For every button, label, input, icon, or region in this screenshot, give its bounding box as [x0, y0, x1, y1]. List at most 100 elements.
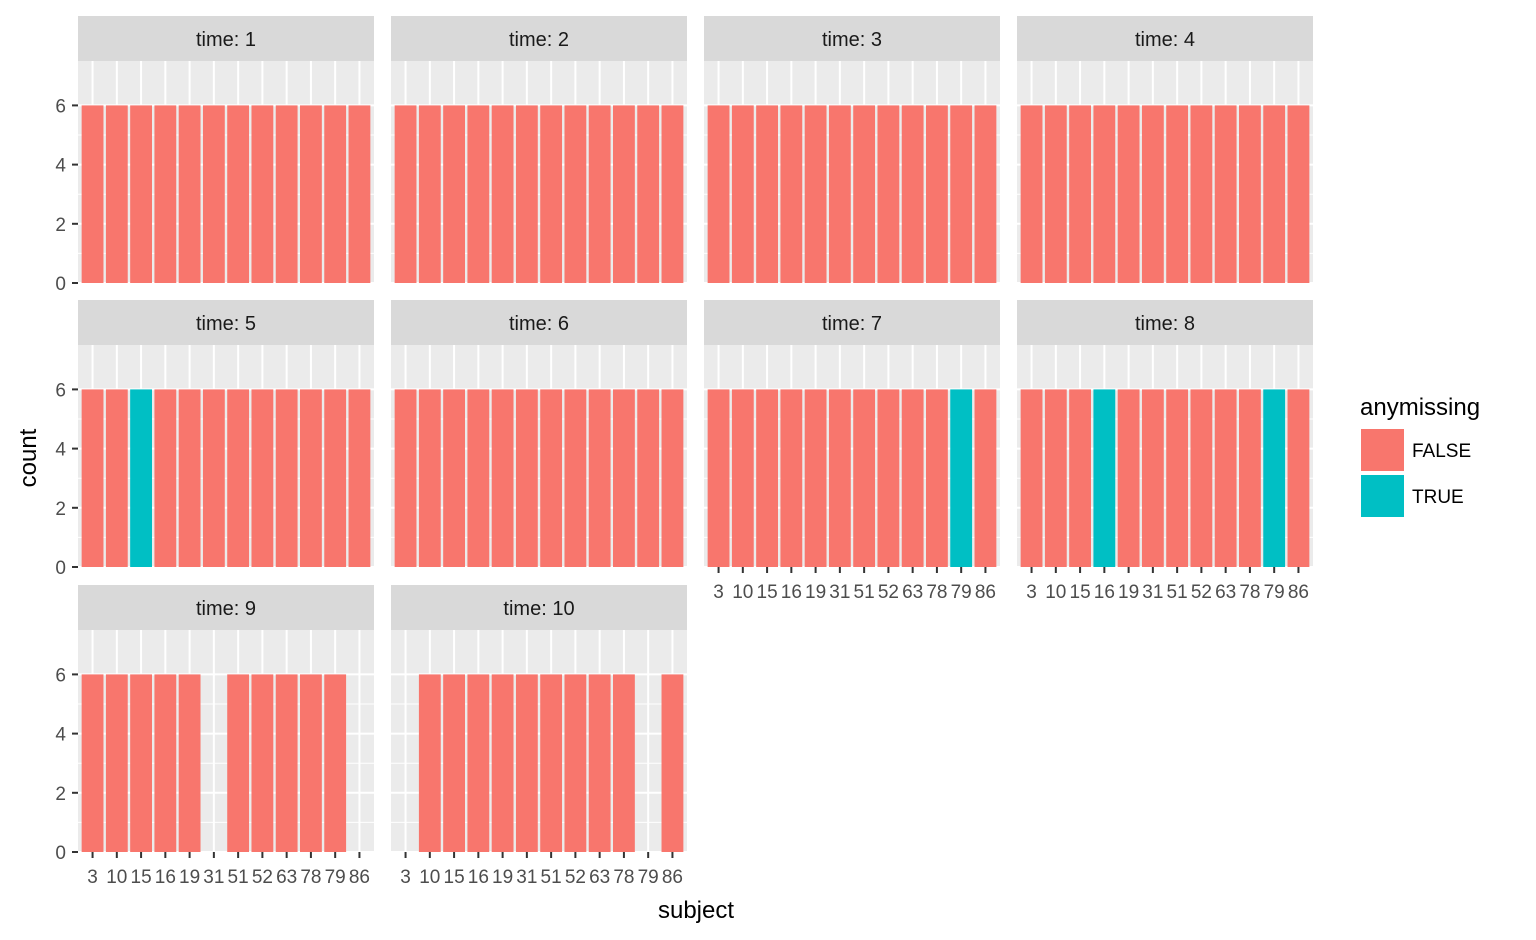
bar-subject-31	[515, 105, 538, 284]
bar-subject-10	[418, 389, 441, 567]
x-tick-label: 78	[613, 867, 634, 888]
facet-strip-label: time: 8	[1135, 313, 1195, 335]
facet-strip-label: time: 5	[196, 313, 256, 335]
x-tick-label: 78	[926, 582, 947, 603]
facet-strip	[78, 585, 374, 630]
bar-subject-16	[780, 105, 803, 284]
y-tick-label: 0	[55, 558, 66, 579]
facet-panel-time-2: time: 2	[391, 16, 687, 284]
bar-subject-10	[1044, 389, 1067, 567]
x-tick-label: 78	[300, 867, 321, 888]
facet-strip	[78, 300, 374, 345]
bar-subject-51	[1166, 389, 1189, 567]
y-tick-label: 4	[55, 725, 66, 746]
bar-subject-15	[443, 389, 465, 567]
x-tick-label: 31	[829, 582, 850, 603]
x-tick-label: 15	[131, 867, 152, 888]
bar-subject-52	[564, 674, 587, 852]
facet-strip	[78, 16, 374, 61]
facet-strip-label: time: 2	[509, 29, 569, 51]
bar-subject-3	[81, 389, 104, 567]
bar-subject-52	[251, 105, 274, 284]
x-tick-label: 79	[638, 867, 659, 888]
bar-subject-51	[540, 105, 563, 284]
bar-subject-78	[926, 389, 948, 567]
legend-title: anymissing	[1360, 394, 1480, 421]
bar-subject-79	[637, 105, 660, 284]
bar-subject-52	[251, 674, 274, 852]
bar-subject-31	[828, 389, 851, 567]
x-tick-label: 52	[252, 867, 273, 888]
bar-subject-15	[756, 105, 778, 284]
bar-subject-79	[324, 674, 347, 852]
bar-subject-15	[443, 105, 465, 284]
bar-subject-3	[81, 105, 104, 284]
bar-subject-19	[491, 674, 514, 852]
bar-subject-10	[105, 674, 128, 852]
bar-subject-19	[491, 105, 514, 284]
x-tick-label: 31	[203, 867, 224, 888]
bar-subject-51	[227, 674, 250, 852]
x-tick-label: 10	[732, 582, 753, 603]
facet-strip-label: time: 10	[503, 598, 574, 620]
x-tick-label: 19	[805, 582, 826, 603]
bar-subject-79	[637, 389, 660, 567]
bar-subject-52	[877, 105, 900, 284]
bar-subject-16	[467, 674, 490, 852]
bar-subject-78	[613, 674, 635, 852]
legend-swatch-false	[1361, 429, 1404, 471]
bar-subject-16	[154, 389, 177, 567]
bar-subject-63	[901, 389, 924, 567]
bar-subject-86	[1287, 105, 1310, 284]
x-tick-label: 19	[492, 867, 513, 888]
bar-subject-10	[731, 389, 754, 567]
x-tick-label: 63	[276, 867, 297, 888]
bar-subject-63	[588, 389, 611, 567]
y-tick-label: 6	[55, 96, 66, 117]
legend-label-false: FALSE	[1412, 441, 1471, 462]
bar-subject-15	[756, 389, 778, 567]
y-tick-label: 4	[55, 440, 66, 461]
y-tick-label: 2	[55, 215, 66, 236]
bar-subject-10	[105, 389, 128, 567]
bar-subject-63	[275, 674, 298, 852]
bar-subject-63	[901, 105, 924, 284]
bar-subject-51	[227, 105, 250, 284]
x-tick-label: 78	[1239, 582, 1260, 603]
x-tick-label: 86	[349, 867, 370, 888]
bar-subject-78	[926, 105, 948, 284]
x-tick-label: 52	[1191, 582, 1212, 603]
x-tick-label: 3	[1026, 582, 1037, 603]
bar-subject-31	[1141, 389, 1164, 567]
bar-subject-51	[540, 389, 563, 567]
bar-subject-16	[1093, 105, 1116, 284]
bar-subject-15	[130, 105, 152, 284]
x-tick-label: 15	[444, 867, 465, 888]
bar-subject-31	[515, 389, 538, 567]
bar-subject-19	[178, 674, 201, 852]
bar-subject-79	[1263, 105, 1286, 284]
bar-subject-78	[300, 389, 322, 567]
x-tick-label: 51	[854, 582, 875, 603]
bar-subject-63	[1214, 105, 1237, 284]
y-tick-label: 0	[55, 274, 66, 295]
x-tick-label: 3	[87, 867, 98, 888]
x-tick-label: 51	[1167, 582, 1188, 603]
bar-subject-52	[1190, 389, 1213, 567]
bar-subject-3	[394, 105, 417, 284]
bar-subject-78	[1239, 105, 1261, 284]
x-tick-label: 10	[106, 867, 127, 888]
x-tick-label: 79	[325, 867, 346, 888]
facet-strip-label: time: 1	[196, 29, 256, 51]
bar-subject-86	[661, 389, 684, 567]
facet-strip	[391, 16, 687, 61]
facet-strip	[704, 16, 1000, 61]
bar-subject-3	[1020, 389, 1043, 567]
bar-subject-3	[81, 674, 104, 852]
bar-subject-86	[348, 389, 371, 567]
bar-subject-52	[877, 389, 900, 567]
x-axis-title: subject	[658, 897, 734, 924]
y-tick-label: 2	[55, 499, 66, 520]
